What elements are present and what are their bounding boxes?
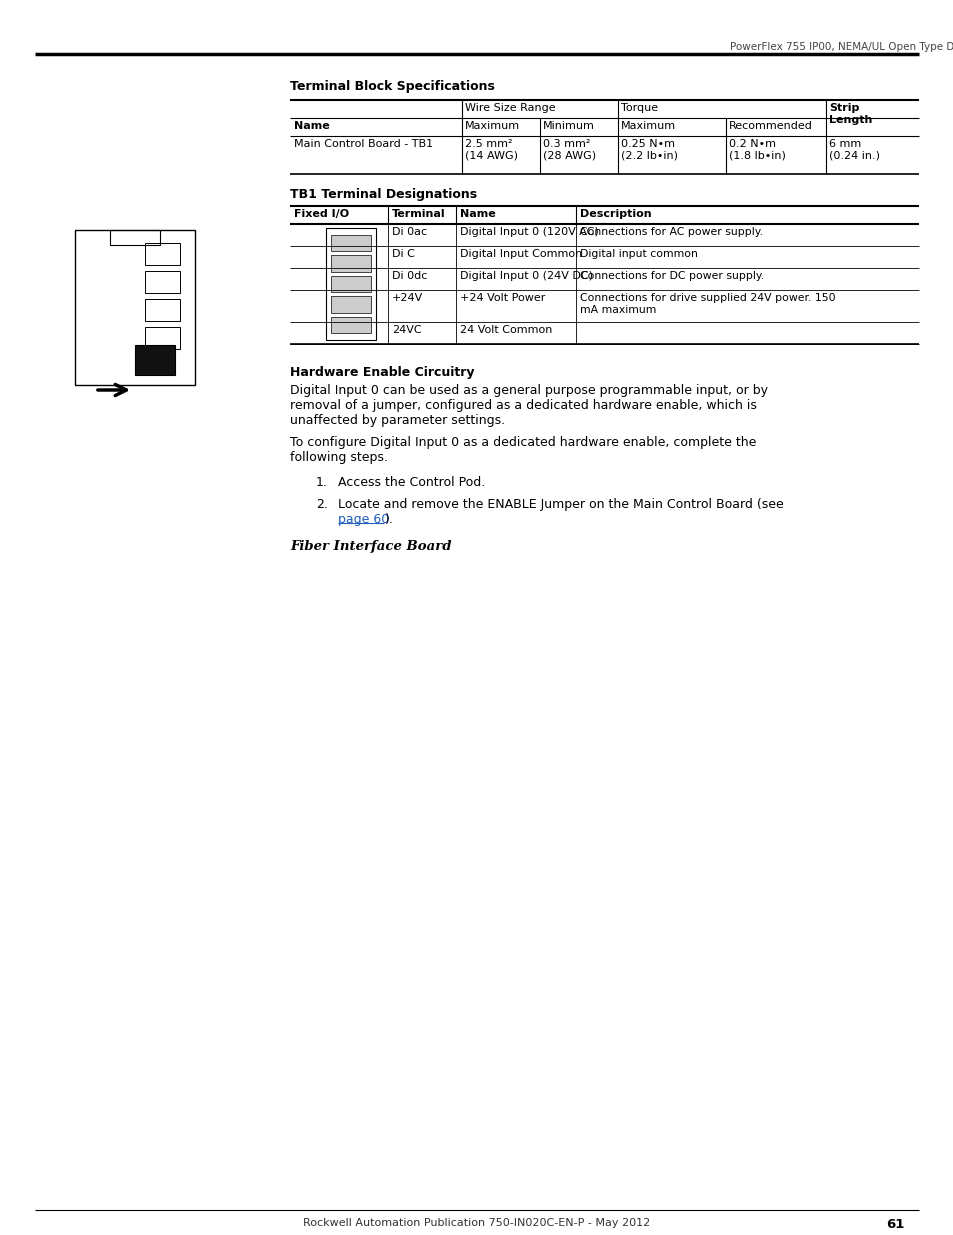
Text: TB1 Terminal Designations: TB1 Terminal Designations	[290, 188, 476, 201]
Bar	[145, 327, 180, 350]
Text: +24V: +24V	[392, 293, 423, 303]
Text: Connections for drive supplied 24V power. 150
mA maximum: Connections for drive supplied 24V power…	[579, 293, 835, 315]
Text: Connections for DC power supply.: Connections for DC power supply.	[579, 270, 763, 282]
Text: Main Control Board - TB1: Main Control Board - TB1	[294, 140, 433, 149]
Text: Di C: Di C	[392, 249, 415, 259]
Bar	[331, 296, 371, 312]
Bar	[110, 230, 160, 245]
Text: following steps.: following steps.	[290, 451, 388, 464]
Bar	[145, 270, 180, 293]
Text: Digital input common: Digital input common	[579, 249, 698, 259]
Text: Access the Control Pod.: Access the Control Pod.	[337, 475, 485, 489]
Text: Fixed I/O: Fixed I/O	[294, 209, 349, 219]
Text: Wire Size Range: Wire Size Range	[464, 103, 555, 112]
Text: 0.3 mm²
(28 AWG): 0.3 mm² (28 AWG)	[542, 140, 596, 161]
Text: Maximum: Maximum	[464, 121, 519, 131]
Text: +24 Volt Power: +24 Volt Power	[459, 293, 545, 303]
Text: Recommended: Recommended	[728, 121, 812, 131]
Text: To configure Digital Input 0 as a dedicated hardware enable, complete the: To configure Digital Input 0 as a dedica…	[290, 436, 756, 450]
Text: 24VC: 24VC	[392, 325, 421, 335]
Text: Locate and remove the ENABLE Jumper on the Main Control Board (see: Locate and remove the ENABLE Jumper on t…	[337, 498, 783, 511]
Text: Digital Input 0 (24V DC): Digital Input 0 (24V DC)	[459, 270, 593, 282]
Bar	[331, 316, 371, 333]
Bar	[145, 243, 180, 266]
Text: Digital Input Common: Digital Input Common	[459, 249, 581, 259]
Text: Strip
Length: Strip Length	[828, 103, 871, 125]
Text: Digital Input 0 (120V AC): Digital Input 0 (120V AC)	[459, 227, 598, 237]
Text: ).: ).	[385, 513, 394, 526]
Text: 2.5 mm²
(14 AWG): 2.5 mm² (14 AWG)	[464, 140, 517, 161]
Text: removal of a jumper, configured as a dedicated hardware enable, which is: removal of a jumper, configured as a ded…	[290, 399, 756, 412]
Text: Name: Name	[294, 121, 330, 131]
Bar	[331, 275, 371, 293]
Bar	[326, 228, 375, 340]
Bar	[331, 256, 371, 272]
Text: Terminal Block Specifications: Terminal Block Specifications	[290, 80, 495, 93]
Text: Maximum: Maximum	[620, 121, 676, 131]
Text: 1.: 1.	[315, 475, 328, 489]
Bar	[135, 345, 174, 375]
Text: 6 mm
(0.24 in.): 6 mm (0.24 in.)	[828, 140, 879, 161]
Text: Di 0dc: Di 0dc	[392, 270, 427, 282]
Text: 0.25 N•m
(2.2 lb•in): 0.25 N•m (2.2 lb•in)	[620, 140, 678, 161]
Text: Name: Name	[459, 209, 496, 219]
Bar	[75, 230, 194, 385]
Text: Digital Input 0 can be used as a general purpose programmable input, or by: Digital Input 0 can be used as a general…	[290, 384, 767, 396]
Text: Rockwell Automation Publication 750-IN020C-EN-P - May 2012: Rockwell Automation Publication 750-IN02…	[303, 1218, 650, 1228]
Text: Hardware Enable Circuitry: Hardware Enable Circuitry	[290, 366, 474, 379]
Text: 24 Volt Common: 24 Volt Common	[459, 325, 552, 335]
Text: unaffected by parameter settings.: unaffected by parameter settings.	[290, 414, 504, 427]
Text: Connections for AC power supply.: Connections for AC power supply.	[579, 227, 762, 237]
Text: Description: Description	[579, 209, 651, 219]
Text: 0.2 N•m
(1.8 lb•in): 0.2 N•m (1.8 lb•in)	[728, 140, 785, 161]
Text: Di 0ac: Di 0ac	[392, 227, 427, 237]
Text: 61: 61	[885, 1218, 903, 1231]
Text: Terminal: Terminal	[392, 209, 445, 219]
Text: PowerFlex 755 IP00, NEMA/UL Open Type Drive: PowerFlex 755 IP00, NEMA/UL Open Type Dr…	[729, 42, 953, 52]
Bar	[331, 235, 371, 252]
Bar	[145, 299, 180, 321]
Text: Torque: Torque	[620, 103, 658, 112]
Text: 2.: 2.	[315, 498, 328, 511]
Text: Minimum: Minimum	[542, 121, 595, 131]
Text: Fiber Interface Board: Fiber Interface Board	[290, 540, 451, 553]
Text: page 60: page 60	[337, 513, 389, 526]
